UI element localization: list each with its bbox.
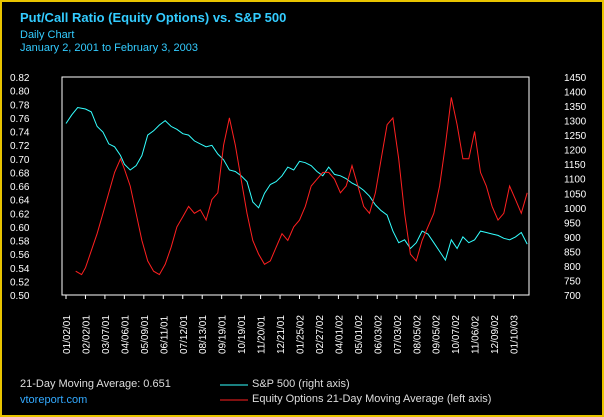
x-tick-label: 02/27/02 — [315, 315, 326, 354]
x-tick-label: 05/09/01 — [140, 315, 151, 354]
right-tick-label: 850 — [564, 247, 581, 258]
right-tick-label: 1450 — [564, 73, 587, 84]
left-tick-label: 0.62 — [10, 209, 30, 220]
left-tick-label: 0.56 — [10, 250, 30, 261]
left-tick-label: 0.52 — [10, 277, 30, 288]
legend-label-put-call: Equity Options 21-Day Moving Average (le… — [252, 393, 492, 405]
x-tick-label: 01/25/02 — [296, 315, 307, 354]
left-tick-label: 0.64 — [10, 196, 30, 207]
x-tick-label: 01/10/03 — [510, 315, 521, 354]
left-tick-label: 0.80 — [10, 87, 30, 98]
right-tick-label: 950 — [564, 218, 581, 229]
right-tick-label: 1300 — [564, 117, 587, 128]
site-link[interactable]: vtoreport.com — [20, 394, 88, 406]
sp500-series-line — [65, 106, 528, 262]
x-tick-label: 07/03/02 — [393, 315, 404, 354]
right-tick-label: 1000 — [564, 204, 587, 215]
legend-label-sp500: S&P 500 (right axis) — [252, 378, 350, 390]
right-axis: 700 750 800 850 900 950 1000 1050 1100 1150 1200 12… — [564, 73, 587, 302]
right-tick-label: 700 — [564, 291, 581, 302]
x-tick-label: 09/05/02 — [432, 315, 443, 354]
right-tick-label: 1400 — [564, 88, 587, 99]
put-call-series-line — [75, 97, 528, 276]
x-tick-label: 04/06/01 — [120, 315, 131, 354]
x-tick-label: 08/05/02 — [412, 315, 423, 354]
left-tick-label: 0.72 — [10, 141, 30, 152]
x-tick-label: 06/11/01 — [159, 315, 170, 354]
right-tick-label: 800 — [564, 262, 581, 273]
left-tick-label: 0.54 — [10, 264, 30, 275]
left-tick-label: 0.50 — [10, 291, 30, 302]
x-tick-label: 03/07/01 — [101, 315, 112, 354]
x-tick-label: 01/02/01 — [62, 315, 73, 354]
right-tick-label: 1350 — [564, 102, 587, 113]
left-tick-label: 0.58 — [10, 237, 30, 248]
x-tick-label: 07/12/01 — [179, 315, 190, 354]
left-tick-label: 0.82 — [10, 73, 30, 84]
chart-date-range: January 2, 2001 to February 3, 2003 — [20, 42, 198, 54]
left-tick-label: 0.60 — [10, 223, 30, 234]
right-tick-label: 1250 — [564, 131, 587, 142]
right-tick-label: 1150 — [564, 160, 586, 171]
right-tick-label: 750 — [564, 276, 581, 287]
x-tick-label: 11/06/02 — [471, 315, 482, 354]
left-tick-label: 0.76 — [10, 114, 30, 125]
series-layer — [65, 97, 528, 276]
x-tick-label: 10/19/01 — [237, 315, 248, 354]
left-tick-label: 0.68 — [10, 168, 30, 179]
x-tick-label: 12/21/01 — [276, 315, 287, 354]
x-axis: 01/02/01 02/02/01 03/07/01 04/06/01 05/09/01… — [62, 295, 521, 354]
x-tick-label: 09/19/01 — [218, 315, 229, 354]
right-tick-label: 900 — [564, 233, 581, 244]
left-axis: 0.50 0.52 0.54 0.56 0.58 0.60 0.62 0.64 0.66 0.68… — [10, 73, 30, 302]
x-tick-label: 04/01/02 — [334, 315, 345, 354]
x-tick-label: 06/03/02 — [373, 315, 384, 354]
x-tick-label: 05/01/02 — [354, 315, 365, 354]
moving-average-label: 21-Day Moving Average: 0.651 — [20, 378, 171, 390]
plot-area-border — [61, 76, 530, 296]
chart-subtitle: Daily Chart — [20, 29, 75, 41]
chart-title: Put/Call Ratio (Equity Options) vs. S&P … — [20, 10, 287, 25]
right-tick-label: 1200 — [564, 146, 587, 157]
x-tick-label: 02/02/01 — [81, 315, 92, 354]
right-tick-label: 1100 — [564, 175, 586, 186]
x-tick-label: 10/07/02 — [451, 315, 462, 354]
x-tick-label: 12/09/02 — [490, 315, 501, 354]
left-tick-label: 0.78 — [10, 100, 30, 111]
x-tick-label: 11/20/01 — [257, 315, 268, 354]
left-tick-label: 0.74 — [10, 128, 30, 139]
right-tick-label: 1050 — [564, 189, 587, 200]
left-tick-label: 0.66 — [10, 182, 30, 193]
x-tick-label: 08/13/01 — [198, 315, 209, 354]
left-tick-label: 0.70 — [10, 155, 30, 166]
